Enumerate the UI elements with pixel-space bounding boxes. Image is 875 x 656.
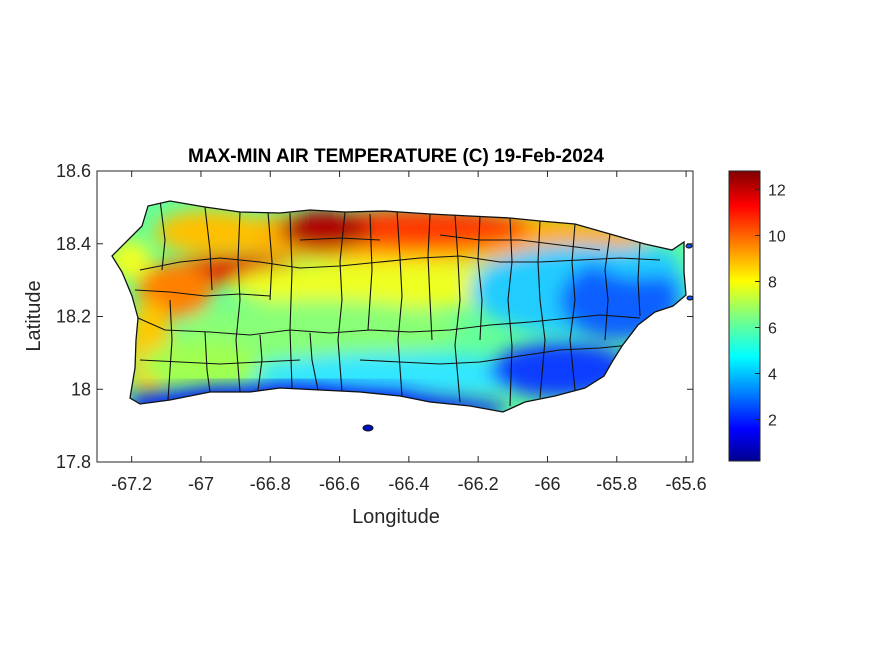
x-axis-label: Longitude (352, 506, 440, 528)
colorbar-ticks: 2 4 6 8 10 12 (755, 182, 786, 430)
y-tick-label: 18.4 (56, 234, 91, 254)
colorbar-tick-label: 6 (768, 321, 777, 338)
culebrita-islet (685, 243, 693, 249)
pineros-islet (686, 295, 694, 301)
colorbar-tick-label: 8 (768, 274, 777, 291)
y-axis-label: Latitude (23, 280, 45, 351)
y-tick-label: 18 (71, 379, 91, 399)
zone-central-green (180, 300, 460, 360)
x-tick-label: -67 (188, 474, 214, 494)
x-tick-label: -66.8 (250, 474, 291, 494)
y-tick-label: 17.8 (56, 452, 91, 472)
caja-de-muertos-island (362, 424, 374, 432)
x-tick-label: -66.4 (388, 474, 429, 494)
municipality-boundaries (134, 201, 661, 407)
x-tick-label: -65.8 (596, 474, 637, 494)
y-tick-label: 18.6 (56, 161, 91, 181)
chart-title: MAX-MIN AIR TEMPERATURE (C) 19-Feb-2024 (188, 146, 604, 167)
zone-arecibo-peak (280, 210, 370, 250)
x-axis: -67.2 -67 -66.8 -66.6 -66.4 -66.2 -66 -65.8 -65.… (111, 171, 707, 494)
colorbar-tick-label: 10 (768, 228, 786, 245)
x-tick-label: -65.6 (666, 474, 707, 494)
x-tick-label: -66.2 (458, 474, 499, 494)
colorbar (728, 170, 761, 462)
x-tick-label: -66 (534, 474, 560, 494)
colorbar-tick-label: 12 (768, 182, 786, 199)
y-tick-label: 18.2 (56, 307, 91, 327)
zone-northwest-orange (155, 210, 265, 254)
y-axis: 17.8 18 18.2 18.4 18.6 (56, 161, 693, 472)
zone-northeast-cyan (600, 246, 680, 278)
colorbar-tick-label: 4 (768, 367, 777, 384)
x-tick-label: -67.2 (111, 474, 152, 494)
zone-central-yellow (230, 261, 550, 309)
colorbar-tick-label: 2 (768, 413, 777, 430)
x-tick-label: -66.6 (319, 474, 360, 494)
zone-southwest-green (140, 340, 260, 390)
